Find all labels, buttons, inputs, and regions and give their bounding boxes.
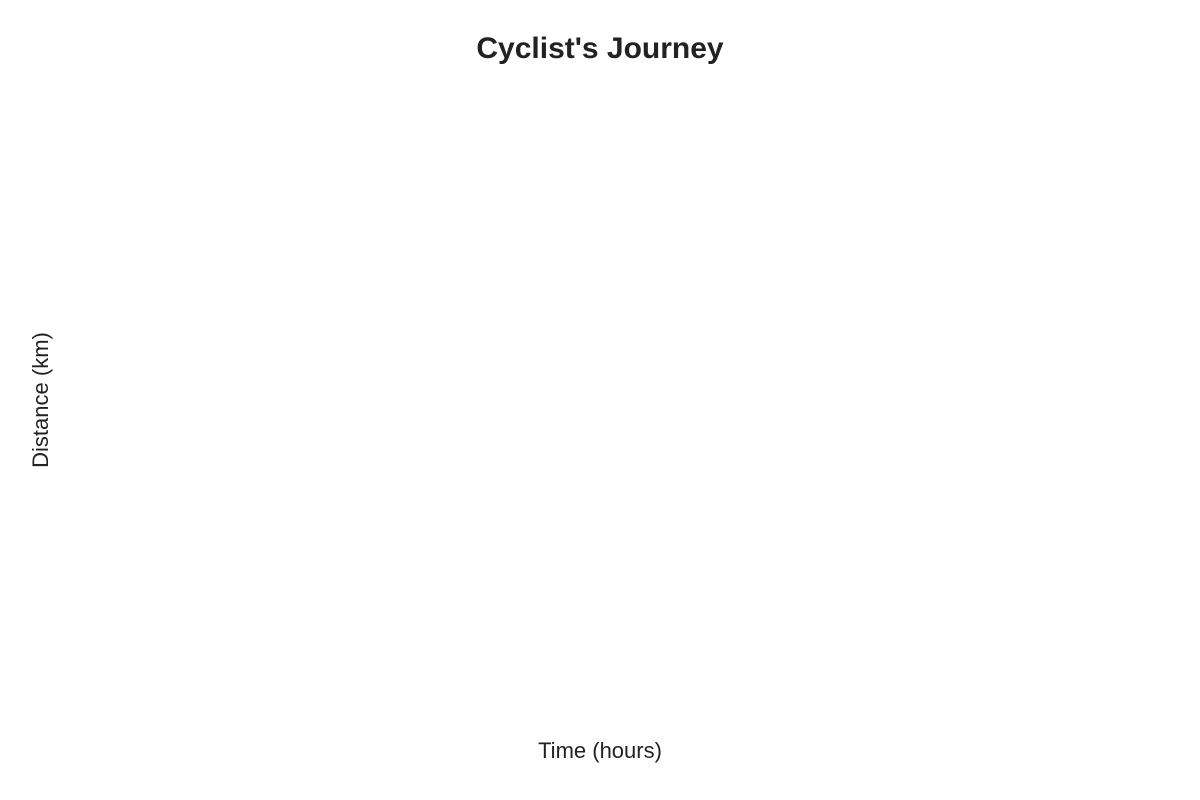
x-axis-label: Time (hours) [538,738,662,763]
y-axis-label: Distance (km) [28,332,53,468]
chart-title: Cyclist's Journey [476,32,724,65]
